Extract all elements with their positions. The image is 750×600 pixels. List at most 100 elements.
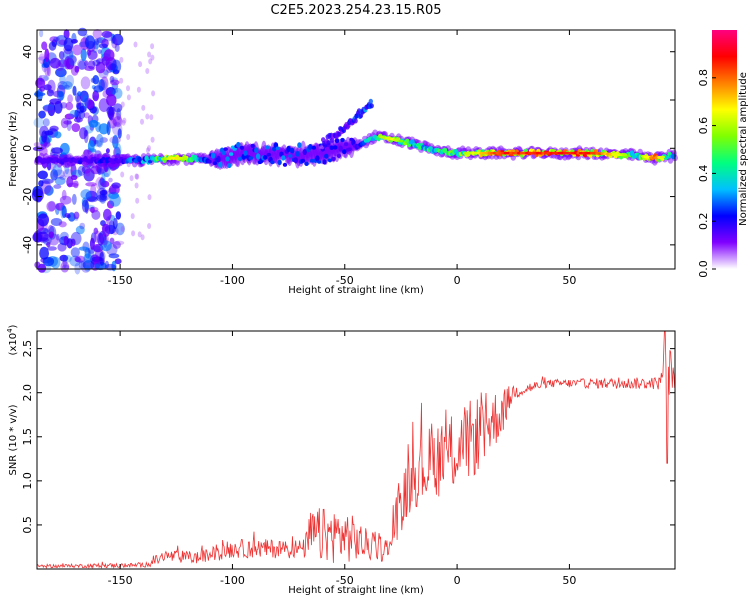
colorbar-tick-label: 0.8 — [697, 69, 710, 87]
noise-blob — [71, 193, 77, 205]
snr-y-tick-label: 0.5 — [21, 516, 34, 534]
noise-blob — [66, 118, 72, 132]
noise-blob — [74, 109, 79, 120]
noise-blob — [130, 213, 135, 220]
ridge-blob — [248, 156, 254, 160]
noise-blob — [112, 33, 124, 46]
snr-y-tick-label: 2.0 — [21, 384, 34, 402]
noise-blob — [150, 43, 155, 50]
ridge-blob — [302, 149, 307, 155]
noise-blob — [71, 123, 81, 133]
noise-blob — [53, 36, 60, 42]
noise-blob — [58, 51, 65, 60]
ridge-core — [182, 157, 188, 161]
noise-blob — [77, 59, 88, 70]
spectrogram-y-tick-label: 40 — [21, 45, 34, 59]
noise-blob — [79, 127, 88, 140]
noise-blob — [111, 59, 122, 74]
noise-blob — [65, 102, 74, 111]
branch-blob — [369, 103, 374, 109]
noise-blob — [97, 49, 102, 54]
ridge-blob — [329, 145, 334, 150]
noise-blob — [32, 146, 44, 152]
noise-blob — [135, 173, 140, 180]
ridge-blob — [331, 156, 336, 162]
noise-blob — [42, 104, 54, 112]
noise-blob — [133, 41, 138, 48]
ridge-blob — [629, 150, 635, 157]
noise-blob — [46, 246, 57, 251]
noise-blob — [98, 43, 108, 49]
noise-blob — [84, 204, 95, 209]
noise-blob — [148, 58, 153, 65]
spectrogram-image — [31, 27, 678, 275]
ridge-blob — [290, 147, 295, 154]
snr-x-tick-label: -150 — [108, 574, 133, 587]
noise-blob — [99, 233, 110, 246]
noise-blob — [147, 145, 151, 152]
noise-blob — [150, 136, 155, 143]
ridge-blob — [148, 159, 153, 164]
noise-blob — [120, 226, 125, 232]
spectrogram-x-tick-label: 50 — [562, 274, 576, 287]
ridge-blob — [216, 155, 221, 163]
noise-blob — [54, 131, 62, 139]
noise-blob — [106, 94, 117, 107]
noise-blob — [38, 110, 46, 119]
noise-blob — [134, 173, 139, 180]
noise-blob — [140, 234, 145, 241]
noise-blob — [145, 147, 150, 154]
noise-blob — [103, 208, 112, 221]
noise-blob — [68, 54, 77, 66]
noise-blob — [111, 37, 118, 49]
noise-blob — [113, 88, 119, 93]
noise-blob — [96, 79, 107, 92]
noise-blob — [55, 67, 67, 78]
noise-blob — [112, 135, 119, 149]
ridge-blob — [218, 161, 223, 168]
noise-blob — [53, 184, 62, 189]
noise-blob — [126, 85, 130, 92]
ridge-blob — [300, 158, 306, 163]
noise-blob — [97, 232, 104, 246]
ridge-blob — [286, 145, 291, 152]
noise-blob — [112, 121, 123, 136]
ridge-blob — [227, 163, 232, 169]
spectrogram-y-tick-label: 20 — [21, 93, 34, 107]
snr-y-ticks: 0.5 1.0 1.5 2.0 2.5 — [21, 340, 675, 534]
noise-blob — [64, 113, 75, 120]
noise-blob — [82, 260, 95, 270]
ridge-blob — [275, 146, 280, 151]
noise-blob — [65, 57, 75, 70]
noise-blob — [33, 117, 44, 128]
ridge-blob — [671, 153, 676, 160]
noise-blob — [85, 182, 97, 187]
noise-blob — [81, 165, 91, 174]
noise-blob — [46, 65, 51, 77]
snr-x-tick-label: 50 — [562, 574, 576, 587]
noise-blob — [49, 57, 61, 69]
noise-blob — [72, 85, 77, 96]
noise-blob — [59, 254, 69, 262]
noise-blob — [73, 211, 80, 220]
noise-blob — [99, 189, 108, 196]
colorbar-tick-label: 0.2 — [697, 212, 710, 230]
noise-blob — [111, 112, 122, 126]
snr-x-label: Height of straight line (km) — [288, 585, 424, 596]
noise-blob — [112, 217, 118, 230]
noise-blob — [120, 171, 125, 178]
noise-blob — [111, 182, 121, 189]
noise-blob — [77, 165, 86, 176]
noise-blob — [103, 49, 115, 62]
noise-blob — [84, 99, 95, 109]
noise-blob — [147, 194, 152, 201]
noise-blob — [147, 51, 152, 58]
noise-blob — [115, 211, 122, 220]
svg-text:(x104): (x104) — [6, 324, 19, 355]
noise-blob — [63, 84, 70, 89]
noise-blob — [50, 169, 58, 181]
snr-x-tick-label: -100 — [220, 574, 245, 587]
noise-blob — [35, 77, 46, 89]
ridge-core — [659, 155, 665, 159]
noise-blob — [138, 61, 143, 68]
